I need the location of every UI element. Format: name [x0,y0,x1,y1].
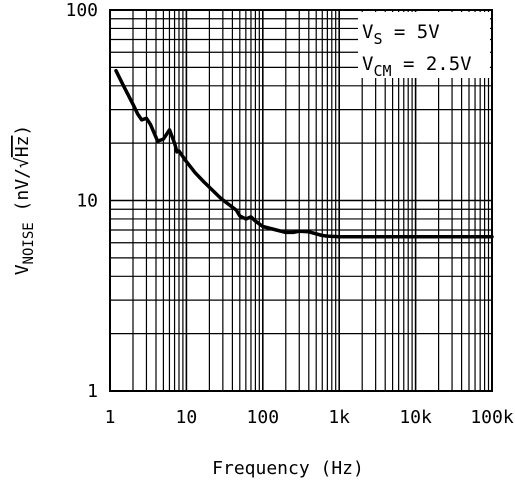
y-tick-label: 1 [87,381,98,402]
y-tick-labels: 1 10 100 [65,0,98,402]
x-tick-label: 1 [105,407,116,428]
plot-frame [109,9,493,392]
legend-background [358,12,490,78]
x-tick-label: 10 [176,407,198,428]
noise-curve [114,68,494,239]
y-tick-label: 100 [65,0,98,21]
x-axis-label: Frequency (Hz) [212,458,364,479]
x-tick-label: 100k [470,407,514,428]
legend: VS = 5V VCM = 2.5V [358,12,490,80]
y-tick-label: 10 [76,191,98,212]
x-tick-label: 100 [247,407,280,428]
y-axis-label-text: VNOISE (nV/√Hz) [12,125,37,276]
legend-vs: VS = 5V [362,21,440,48]
x-tick-label: 1k [328,407,350,428]
x-tick-labels: 1 10 100 1k 10k 100k [105,407,514,428]
y-axis-label: VNOISE (nV/√Hz) [12,125,37,276]
x-tick-label: 10k [399,407,432,428]
grid-lines [110,10,492,391]
legend-vcm: VCM = 2.5V [362,53,472,80]
